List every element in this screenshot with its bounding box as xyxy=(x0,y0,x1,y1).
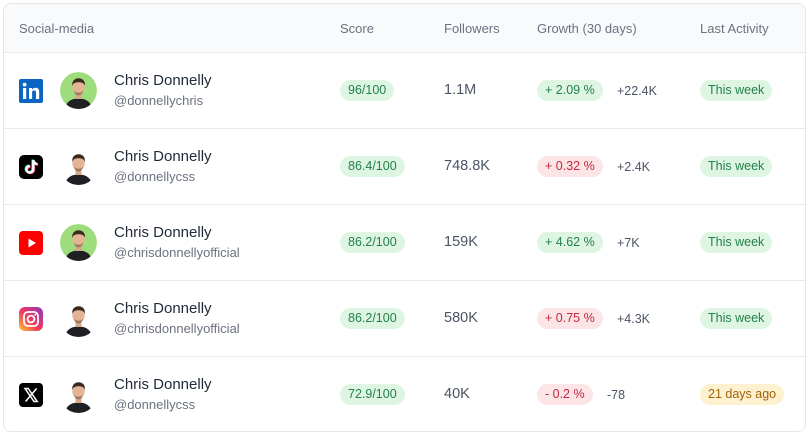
growth-badge: - 0.2 % xyxy=(537,384,593,405)
avatar[interactable] xyxy=(60,224,97,261)
followers-count: 1.1M xyxy=(444,82,477,98)
linkedin-icon xyxy=(19,79,43,103)
table-body: Chris Donnelly @donnellychris 96/100 1.1… xyxy=(4,53,805,431)
last-activity-badge: 21 days ago xyxy=(700,384,785,405)
avatar[interactable] xyxy=(60,376,97,413)
table-row[interactable]: Chris Donnelly @chrisdonnellyofficial 86… xyxy=(4,281,805,357)
followers-count: 159K xyxy=(444,234,478,250)
column-header-followers[interactable]: Followers xyxy=(444,21,500,36)
avatar[interactable] xyxy=(60,72,97,109)
table-row[interactable]: Chris Donnelly @chrisdonnellyofficial 86… xyxy=(4,205,805,281)
growth-badge: + 2.09 % xyxy=(537,80,603,101)
account-name[interactable]: Chris Donnelly xyxy=(114,72,212,89)
account-handle: @chrisdonnellyofficial xyxy=(114,245,240,260)
x-icon xyxy=(19,383,43,407)
growth-delta: +7K xyxy=(617,236,640,250)
person-portrait-icon xyxy=(60,300,97,337)
column-header-last-activity[interactable]: Last Activity xyxy=(700,21,769,36)
last-activity-badge: This week xyxy=(700,232,773,253)
score-badge: 86.4/100 xyxy=(340,156,405,177)
avatar[interactable] xyxy=(60,148,97,185)
score-badge: 86.2/100 xyxy=(340,232,405,253)
instagram-icon xyxy=(19,307,43,331)
growth-badge: + 0.75 % xyxy=(537,308,603,329)
growth-delta: +22.4K xyxy=(617,84,657,98)
account-handle: @donnellycss xyxy=(114,169,196,184)
last-activity-badge: This week xyxy=(700,80,773,101)
score-badge: 86.2/100 xyxy=(340,308,405,329)
person-portrait-icon xyxy=(60,376,97,413)
growth-delta: +4.3K xyxy=(617,312,651,326)
person-portrait-icon xyxy=(60,148,97,185)
growth-delta: +2.4K xyxy=(617,160,651,174)
score-badge: 72.9/100 xyxy=(340,384,405,405)
last-activity-badge: This week xyxy=(700,308,773,329)
followers-count: 40K xyxy=(444,386,470,402)
account-handle: @donnellychris xyxy=(114,93,204,108)
followers-count: 748.8K xyxy=(444,158,490,174)
column-header-score[interactable]: Score xyxy=(340,21,374,36)
table-header: Social-media Score Followers Growth (30 … xyxy=(4,4,805,53)
person-portrait-icon xyxy=(60,224,97,261)
tiktok-icon xyxy=(19,155,43,179)
table-row[interactable]: Chris Donnelly @donnellycss 86.4/100 748… xyxy=(4,129,805,205)
growth-delta: -78 xyxy=(607,388,626,402)
person-portrait-icon xyxy=(60,72,97,109)
followers-count: 580K xyxy=(444,310,478,326)
account-handle: @donnellycss xyxy=(114,397,196,412)
growth-badge: + 4.62 % xyxy=(537,232,603,253)
column-header-social-media[interactable]: Social-media xyxy=(19,21,95,36)
table-row[interactable]: Chris Donnelly @donnellycss 72.9/100 40K… xyxy=(4,357,805,431)
last-activity-badge: This week xyxy=(700,156,773,177)
account-name[interactable]: Chris Donnelly xyxy=(114,224,212,241)
social-media-table: Social-media Score Followers Growth (30 … xyxy=(3,3,806,432)
avatar[interactable] xyxy=(60,300,97,337)
account-name[interactable]: Chris Donnelly xyxy=(114,148,212,165)
account-handle: @chrisdonnellyofficial xyxy=(114,321,240,336)
account-name[interactable]: Chris Donnelly xyxy=(114,376,212,393)
growth-badge: + 0.32 % xyxy=(537,156,603,177)
score-badge: 96/100 xyxy=(340,80,395,101)
account-name[interactable]: Chris Donnelly xyxy=(114,300,212,317)
column-header-growth[interactable]: Growth (30 days) xyxy=(537,21,637,36)
table-row[interactable]: Chris Donnelly @donnellychris 96/100 1.1… xyxy=(4,53,805,129)
youtube-icon xyxy=(19,231,43,255)
